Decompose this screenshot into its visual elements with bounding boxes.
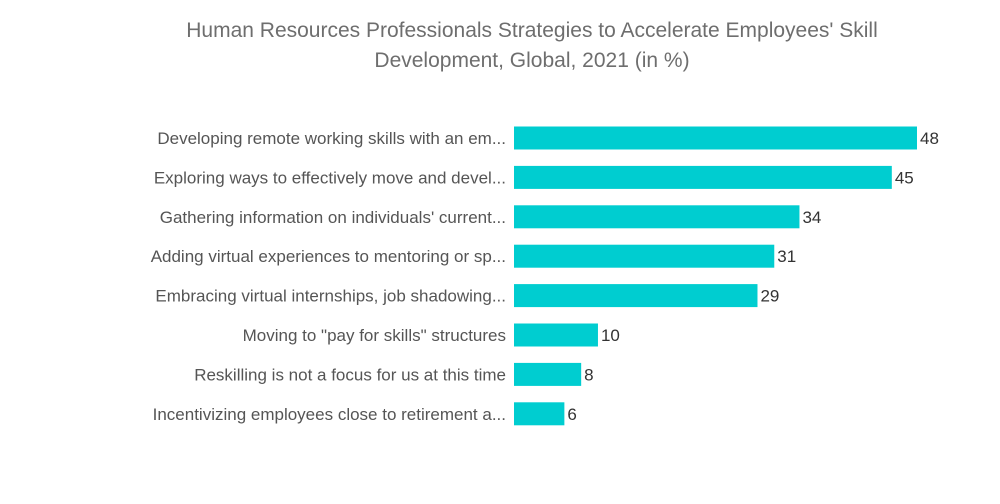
bar bbox=[514, 165, 892, 189]
value-label: 6 bbox=[567, 405, 576, 424]
bar bbox=[514, 402, 565, 426]
value-label: 29 bbox=[760, 287, 779, 306]
category-label: Adding virtual experiences to mentoring … bbox=[151, 247, 506, 266]
bar bbox=[514, 362, 582, 386]
category-label: Developing remote working skills with an… bbox=[157, 129, 506, 148]
bar bbox=[514, 126, 917, 150]
category-label: Exploring ways to effectively move and d… bbox=[154, 168, 506, 187]
bar bbox=[514, 244, 775, 268]
value-label: 31 bbox=[777, 247, 796, 266]
category-label: Moving to "pay for skills" structures bbox=[243, 326, 506, 345]
value-label: 8 bbox=[584, 365, 593, 384]
value-label: 48 bbox=[920, 129, 939, 148]
bars-group: Developing remote working skills with an… bbox=[151, 126, 939, 426]
chart-title-line-1: Human Resources Professionals Strategies… bbox=[186, 19, 878, 42]
bar bbox=[514, 323, 598, 347]
chart-title-line-2: Development, Global, 2021 (in %) bbox=[374, 49, 690, 72]
category-label: Reskilling is not a focus for us at this… bbox=[194, 365, 506, 384]
category-label: Embracing virtual internships, job shado… bbox=[155, 287, 506, 306]
bar bbox=[514, 205, 800, 229]
category-label: Incentivizing employees close to retirem… bbox=[153, 405, 506, 424]
value-label: 45 bbox=[895, 168, 914, 187]
category-label: Gathering information on individuals' cu… bbox=[160, 208, 506, 227]
value-label: 10 bbox=[601, 326, 620, 345]
bar bbox=[514, 284, 758, 308]
value-label: 34 bbox=[802, 208, 821, 227]
